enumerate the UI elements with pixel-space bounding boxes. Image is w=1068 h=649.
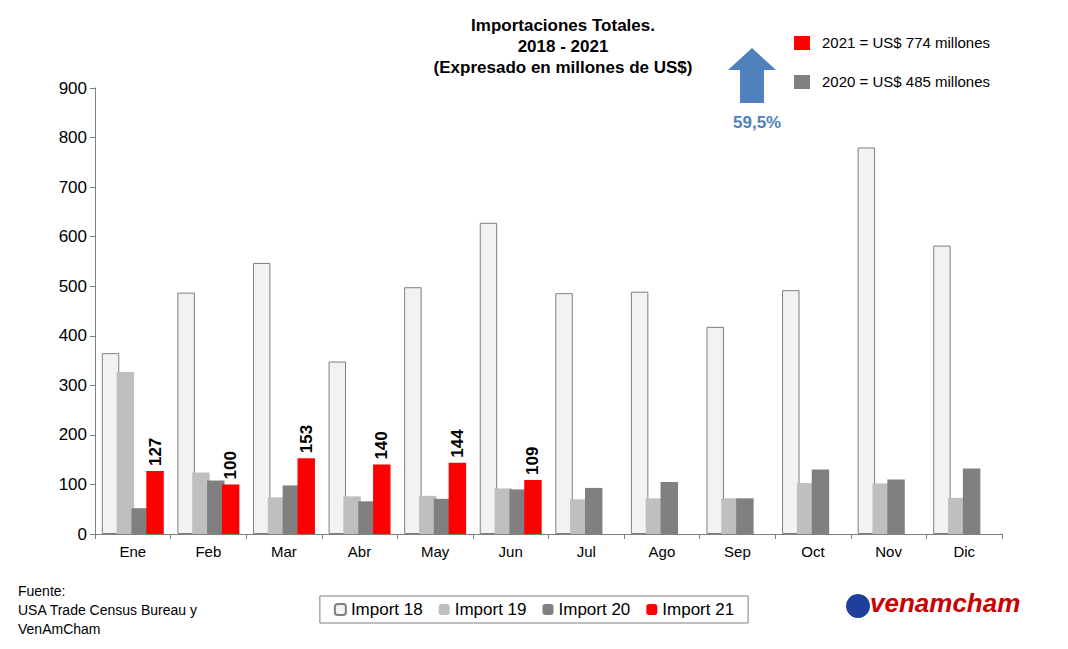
- svg-text:May: May: [421, 543, 450, 560]
- svg-text:500: 500: [59, 277, 87, 296]
- svg-text:Ene: Ene: [119, 543, 146, 560]
- svg-text:140: 140: [372, 431, 391, 459]
- svg-text:700: 700: [59, 178, 87, 197]
- svg-text:Dic: Dic: [953, 543, 975, 560]
- svg-text:Ago: Ago: [649, 543, 676, 560]
- svg-text:Fuente:: Fuente:: [18, 583, 65, 599]
- svg-text:100: 100: [59, 475, 87, 494]
- svg-text:2020 = US$ 485 millones: 2020 = US$ 485 millones: [822, 73, 990, 90]
- svg-text:300: 300: [59, 376, 87, 395]
- svg-text:0: 0: [78, 525, 87, 544]
- svg-text:Feb: Feb: [195, 543, 221, 560]
- svg-text:59,5%: 59,5%: [733, 113, 781, 132]
- svg-text:Mar: Mar: [271, 543, 297, 560]
- svg-text:153: 153: [297, 425, 316, 453]
- svg-text:Sep: Sep: [724, 543, 751, 560]
- svg-text:venamcham: venamcham: [870, 588, 1020, 618]
- svg-text:100: 100: [221, 451, 240, 479]
- svg-text:Abr: Abr: [348, 543, 371, 560]
- svg-text:2021 = US$ 774 millones: 2021 = US$ 774 millones: [822, 34, 990, 51]
- svg-text:144: 144: [448, 429, 467, 458]
- svg-text:VenAmCham: VenAmCham: [18, 621, 100, 637]
- svg-text:Import 21: Import 21: [662, 600, 734, 619]
- svg-text:200: 200: [59, 425, 87, 444]
- svg-text:127: 127: [146, 438, 165, 466]
- svg-text:400: 400: [59, 326, 87, 345]
- svg-text:Oct: Oct: [801, 543, 825, 560]
- svg-text:Import 20: Import 20: [559, 600, 631, 619]
- svg-text:2018 - 2021: 2018 - 2021: [518, 37, 609, 56]
- svg-text:Import 19: Import 19: [455, 600, 527, 619]
- svg-text:900: 900: [59, 79, 87, 98]
- svg-text:600: 600: [59, 227, 87, 246]
- svg-text:Importaciones Totales.: Importaciones Totales.: [471, 16, 655, 35]
- svg-text:800: 800: [59, 128, 87, 147]
- svg-text:(Expresado en millones de US$): (Expresado en millones de US$): [434, 58, 693, 77]
- svg-text:Import 18: Import 18: [351, 600, 423, 619]
- svg-text:Nov: Nov: [875, 543, 902, 560]
- svg-text:Jun: Jun: [499, 543, 523, 560]
- svg-text:Jul: Jul: [577, 543, 596, 560]
- svg-text:109: 109: [523, 447, 542, 475]
- svg-text:USA Trade Census Bureau y: USA Trade Census Bureau y: [18, 602, 197, 618]
